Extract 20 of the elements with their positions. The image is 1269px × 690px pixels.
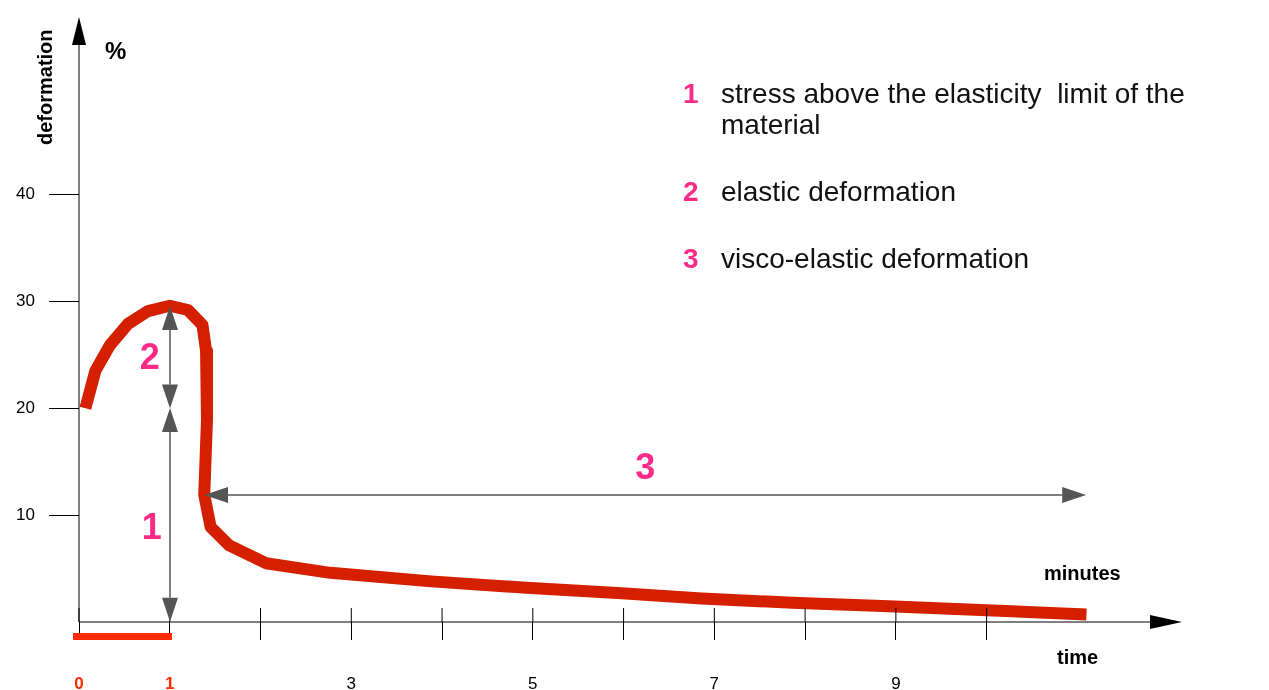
y-tick-label: 10 [16,504,35,524]
x-tick-label: 7 [709,673,720,690]
x-tick-label: 1 [165,673,175,690]
x-tick-label: 9 [891,673,901,690]
annotation: 3 [635,445,656,487]
y-tick-label: 20 [16,397,35,417]
y-axis-title: deformation [34,29,57,145]
x-tick-label: 3 [346,673,357,690]
annotation: minutes [1044,562,1121,585]
annotation: 3 visco-elastic deformation [683,243,1030,274]
annotation: % [105,37,127,65]
annotation: 2 [139,336,160,377]
x-tick-label: 5 [528,673,538,690]
y-tick-label: 40 [16,184,35,204]
annotation: 2 elastic deformation [683,176,957,207]
y-tick-label: 30 [16,291,35,311]
x-tick-label: 0 [74,673,84,690]
annotation: 1 stress above the elasticity limit of the material [683,78,1186,140]
x-axis-title: time [1057,646,1099,669]
annotation: 1 [141,506,162,548]
